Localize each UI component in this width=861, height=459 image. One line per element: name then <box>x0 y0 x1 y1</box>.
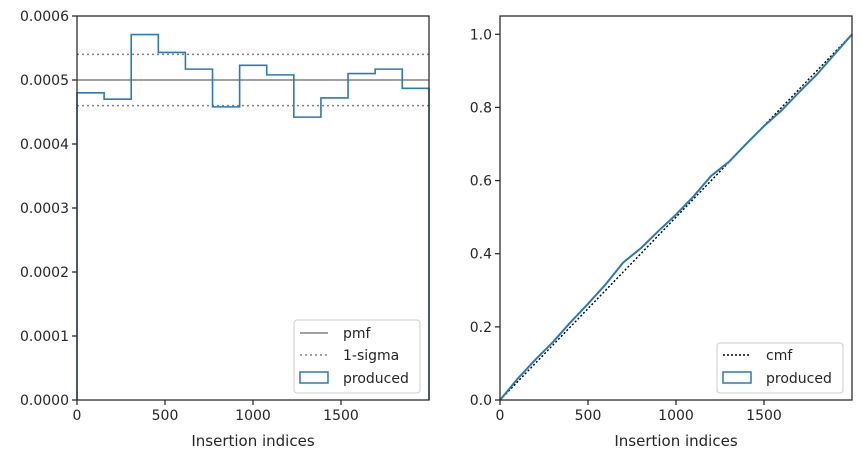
cmf-line <box>499 33 853 401</box>
y-tick-label: 0.8 <box>470 100 492 116</box>
y-tick-label: 0.0006 <box>20 9 69 25</box>
cumulative-ticks: 0 500 1000 1500 0.0 0.2 0.4 0.6 0.8 1.0 <box>470 27 782 424</box>
y-tick-label: 0.0003 <box>20 201 69 217</box>
histogram-panel: 0 500 1000 1500 0.0000 0.0001 0.0002 0.0003 0.00… <box>20 9 430 450</box>
legend-produced-swatch <box>722 371 752 384</box>
cumulative-legend: cmf produced <box>716 342 844 394</box>
histogram-plot-area <box>76 33 430 400</box>
y-tick-label: 0.4 <box>470 247 492 263</box>
legend-produced-label: produced <box>766 371 832 387</box>
y-tick-label: 0.0 <box>470 393 492 409</box>
y-tick-label: 0.0005 <box>20 73 69 89</box>
y-tick-label: 1.0 <box>470 27 492 43</box>
x-tick-label: 500 <box>152 408 179 424</box>
cumulative-panel: 0 500 1000 1500 0.0 0.2 0.4 0.6 0.8 1.0 Insertion… <box>470 15 853 450</box>
y-tick-label: 0.0001 <box>20 329 69 345</box>
x-tick-label: 500 <box>575 408 602 424</box>
legend-produced-swatch <box>299 371 329 384</box>
produced-histogram-step <box>76 33 430 400</box>
y-tick-label: 0.0000 <box>20 393 69 409</box>
y-tick-label: 0.2 <box>470 320 492 336</box>
legend-produced-label: produced <box>343 371 409 387</box>
y-tick-label: 0.6 <box>470 174 492 190</box>
x-tick-label: 1500 <box>746 408 782 424</box>
histogram-x-axis-label: Insertion indices <box>191 432 314 450</box>
cumulative-plot-area <box>499 33 853 401</box>
histogram-legend: pmf 1-sigma produced <box>293 319 421 394</box>
histogram-legend-box <box>293 319 421 394</box>
x-tick-label: 0 <box>496 408 505 424</box>
x-tick-label: 0 <box>73 408 82 424</box>
legend-cmf-label: cmf <box>766 348 793 364</box>
legend-pmf-label: pmf <box>343 326 372 342</box>
histogram-ticks: 0 500 1000 1500 0.0000 0.0001 0.0002 0.0003 0.00… <box>20 9 359 424</box>
produced-cumulative-line <box>499 33 853 401</box>
cumulative-x-axis-label: Insertion indices <box>614 432 737 450</box>
y-tick-label: 0.0004 <box>20 137 69 153</box>
legend-1-sigma-label: 1-sigma <box>343 348 399 364</box>
x-tick-label: 1500 <box>323 408 359 424</box>
x-tick-label: 1000 <box>235 408 271 424</box>
y-tick-label: 0.0002 <box>20 265 69 281</box>
x-tick-label: 1000 <box>658 408 694 424</box>
